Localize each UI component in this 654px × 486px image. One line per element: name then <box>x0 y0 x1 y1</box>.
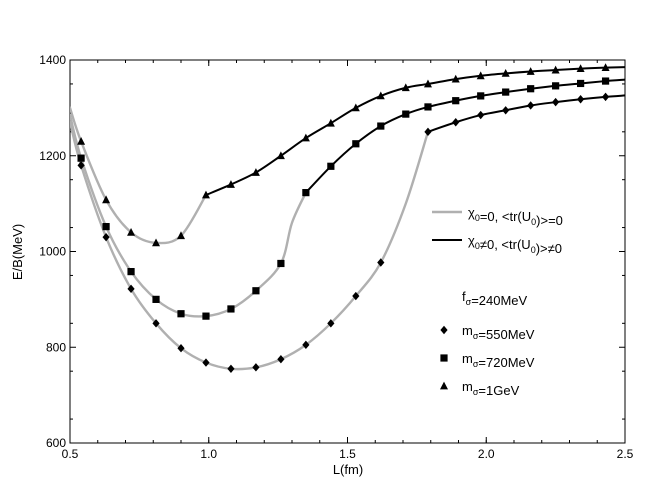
series-triangle-point <box>226 180 235 188</box>
x-tick-label: 2.0 <box>478 447 495 461</box>
series-triangle-point <box>401 83 410 92</box>
legend: χ0=0, <tr(U0)>=0 χ0≠0, <tr(U0)>≠0 fσ=240Me… <box>432 205 563 398</box>
series-triangle-point <box>601 63 610 72</box>
legend-line-label: χ0=0, <tr(U0)>=0 <box>468 205 563 228</box>
series-square-line-segment-0 <box>70 113 308 318</box>
series-square-point <box>302 189 310 197</box>
series-diamond-point <box>177 344 185 353</box>
series-square-point <box>527 85 535 93</box>
y-tick-label: 1200 <box>39 149 66 163</box>
series-triangle-point <box>127 227 136 236</box>
series-triangle-point <box>177 231 185 240</box>
x-tick-label: 2.5 <box>617 447 634 461</box>
series-square-point <box>252 287 260 295</box>
series-diamond-point <box>202 358 210 367</box>
series-diamond-point <box>127 284 135 294</box>
x-tick-label: 1.5 <box>339 447 356 461</box>
series-triangle-point <box>551 65 560 74</box>
series-square-point <box>177 310 185 318</box>
x-tick-label: 0.5 <box>62 447 79 461</box>
series-triangle-point <box>576 64 585 73</box>
y-axis-label: E/B(MeV) <box>10 224 25 280</box>
series-diamond-point <box>227 364 235 373</box>
series-square-point <box>152 295 160 303</box>
series-triangle-point <box>423 79 432 88</box>
y-tick-label: 1000 <box>39 245 66 259</box>
series-square-point <box>227 305 235 313</box>
tick-labels: 0.5 1.0 1.5 2.0 2.5 600 800 1000 1200 1400 <box>39 53 633 461</box>
series-diamond-point <box>77 161 85 170</box>
series-triangle-point <box>351 103 360 112</box>
series-triangle-point <box>201 190 210 199</box>
series-square-point <box>352 140 360 148</box>
series-square-point <box>377 122 385 130</box>
series-triangle-point <box>476 71 485 80</box>
series-triangle-point <box>77 136 86 145</box>
series-diamond-point <box>102 232 110 242</box>
series-square-point <box>402 110 410 118</box>
x-tick-label: 1.0 <box>200 447 217 461</box>
legend-marker-label: mσ=550MeV <box>462 323 535 342</box>
y-tick-label: 1400 <box>39 53 66 67</box>
series-diamond-point <box>552 97 560 107</box>
axis-ticks <box>69 59 626 444</box>
series-diamond-point <box>502 106 510 115</box>
series-square-point <box>601 77 610 85</box>
series-square-point <box>277 259 285 268</box>
series-triangle-point <box>276 151 285 160</box>
series-square-point <box>77 154 85 162</box>
series-square-point <box>552 82 560 90</box>
series-square-point <box>577 79 585 88</box>
series-square-point <box>102 223 110 231</box>
legend-marker-square <box>440 354 448 362</box>
series-diamond-point <box>152 319 160 328</box>
series-diamond-point <box>302 340 310 350</box>
legend-line-label: χ0≠0, <tr(U0)>≠0 <box>468 233 562 256</box>
series-square-point <box>424 103 432 111</box>
series-triangle-point <box>251 168 260 176</box>
series-square-point <box>452 97 460 105</box>
series-triangle-point <box>376 91 385 100</box>
series-square-line-segment-1 <box>304 78 625 194</box>
series-diamond-point <box>477 110 485 120</box>
series-square-point <box>327 162 335 170</box>
series-square-point <box>477 92 485 100</box>
series-square-point <box>202 312 210 320</box>
series-square-point <box>502 88 510 96</box>
series-diamond-point <box>527 101 535 110</box>
y-tick-label: 600 <box>46 436 66 450</box>
series-diamond-point <box>452 118 460 127</box>
series-diamond-point <box>277 355 285 364</box>
series-diamond-point <box>252 363 260 372</box>
legend-marker-label: mσ=720MeV <box>462 351 535 370</box>
series-triangle-point <box>526 67 535 75</box>
series-triangle-line-segment-0 <box>70 106 208 245</box>
series-triangle-point <box>326 118 335 127</box>
series-triangle-point <box>152 238 161 247</box>
legend-marker-label: mσ=1GeV <box>462 379 520 398</box>
series-diamond-point <box>352 291 360 301</box>
f-sigma-label: fσ=240MeV <box>462 289 528 308</box>
x-axis-label: L(fm) <box>333 462 363 477</box>
series-triangle-point <box>451 74 460 83</box>
series-diamond-line-segment-0 <box>70 121 430 371</box>
y-tick-label: 800 <box>46 340 66 354</box>
series-diamond-point <box>424 127 432 137</box>
series-diamond-point <box>377 258 385 267</box>
legend-marker-diamond <box>440 325 448 335</box>
series-diamond-point <box>577 95 585 104</box>
series-triangle-point <box>102 195 111 204</box>
legend-marker-triangle <box>440 381 448 390</box>
series-square-point <box>127 268 135 276</box>
series-triangle-point <box>301 133 310 142</box>
series-triangle-point <box>501 69 510 77</box>
series-diamond-point <box>327 319 335 328</box>
series-markers <box>77 63 610 373</box>
series-diamond-point <box>601 92 610 102</box>
